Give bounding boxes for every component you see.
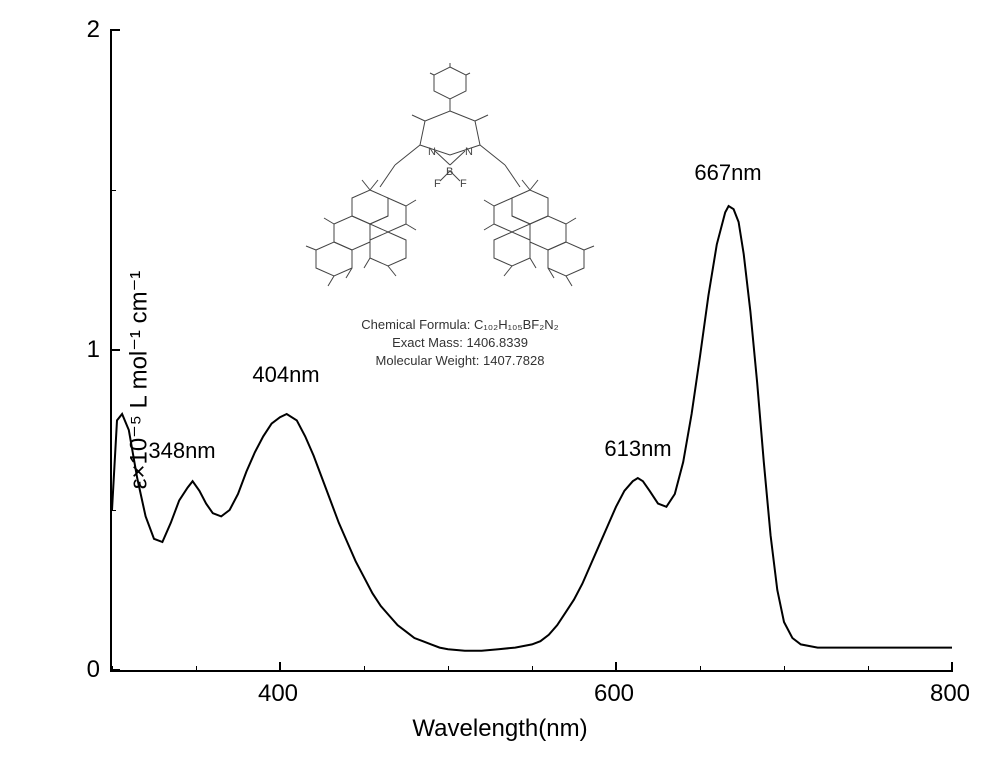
spectrum-line — [112, 30, 952, 670]
y-tick-label: 0 — [75, 656, 100, 684]
plot-area — [110, 30, 952, 672]
peak-label: 667nm — [694, 160, 761, 186]
peak-label: 348nm — [148, 438, 215, 464]
y-tick-label: 2 — [75, 16, 100, 44]
y-tick-label: 1 — [75, 336, 100, 364]
x-axis-label: Wavelength(nm) — [412, 715, 587, 743]
peak-label: 404nm — [252, 362, 319, 388]
x-tick-label: 600 — [594, 680, 634, 708]
x-tick-label: 800 — [930, 680, 970, 708]
absorption-spectrum-chart: 012 400600800 Wavelength(nm) ε×10⁻⁵ L mo… — [0, 0, 1000, 760]
peak-label: 613nm — [604, 436, 671, 462]
x-tick-label: 400 — [258, 680, 298, 708]
